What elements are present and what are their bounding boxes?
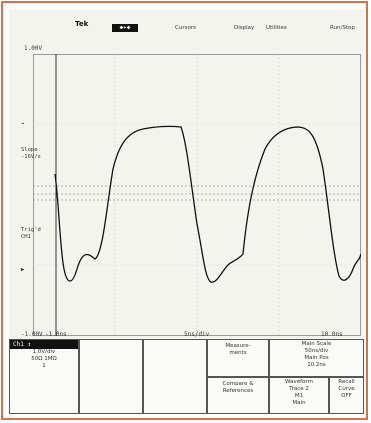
empty-button-1[interactable] [79,339,143,414]
compare-button[interactable]: Compare & References [207,377,269,414]
bottom-voltage-label: -1.00V [21,331,43,338]
channel-value-3: 1 [42,363,46,369]
top-menu-bar: Tek ◆▸◆ Cursors Display Utilities Run/St… [9,9,364,43]
right-time-label: 10.0ns [321,331,343,338]
grid-horizontal [33,123,361,266]
empty-button-2[interactable] [143,339,207,414]
ground-marker-icon[interactable]: ▶ [21,267,25,273]
channel-value-2: 50Ω 1MΩ [31,356,57,362]
measurements-label: Measure- ments [225,343,251,356]
channel-label: Ch1 ↕ [10,340,78,349]
trigger-readout: Trig'd CH1 [21,227,41,240]
scope-screen: Tek ◆▸◆ Cursors Display Utilities Run/St… [9,9,364,414]
menu-utilities[interactable]: Utilities [266,25,287,31]
main-scale-label: Main Scale 50ns/div Main Pos 10.2ns [301,341,332,368]
channel-button[interactable]: Ch1 ↕ 1.0V/div 50Ω 1MΩ 1 [9,339,79,414]
plot-border [33,54,361,336]
cursor-marker-icon[interactable]: → [21,121,25,127]
waveform-plot [33,54,361,336]
left-time-label: -1.0ns [45,331,67,338]
menu-display[interactable]: Display [234,25,255,31]
compare-label: Compare & References [222,381,254,394]
slope-readout: Slope -16V/s [21,147,41,160]
center-time-label: 5ns/div [184,331,210,338]
grid-vertical [114,54,280,336]
menu-cursors[interactable]: Cursors [175,25,196,31]
measurements-button[interactable]: Measure- ments [207,339,269,377]
top-voltage-label: 1.00V [24,45,43,52]
waveform-button[interactable]: Waveform Trace 2 M1 Main [269,377,329,414]
bottom-button-row: Ch1 ↕ 1.0V/div 50Ω 1MΩ 1 Measure- ments … [9,339,364,414]
menu-run-stop[interactable]: Run/Stop [330,25,355,31]
signal-trace [54,125,361,283]
recall-button[interactable]: Recall Curve OFF [329,377,364,414]
run-state-indicator[interactable]: ◆▸◆ [112,24,138,32]
waveform-label: Waveform Trace 2 M1 Main [285,379,313,406]
main-scale-button[interactable]: Main Scale 50ns/div Main Pos 10.2ns [269,339,364,377]
photo-frame: Tek ◆▸◆ Cursors Display Utilities Run/St… [1,1,368,420]
channel-value-1: 1.0V/div [32,349,56,355]
brand-logo: Tek [75,20,89,28]
recall-label: Recall Curve OFF [338,379,355,399]
